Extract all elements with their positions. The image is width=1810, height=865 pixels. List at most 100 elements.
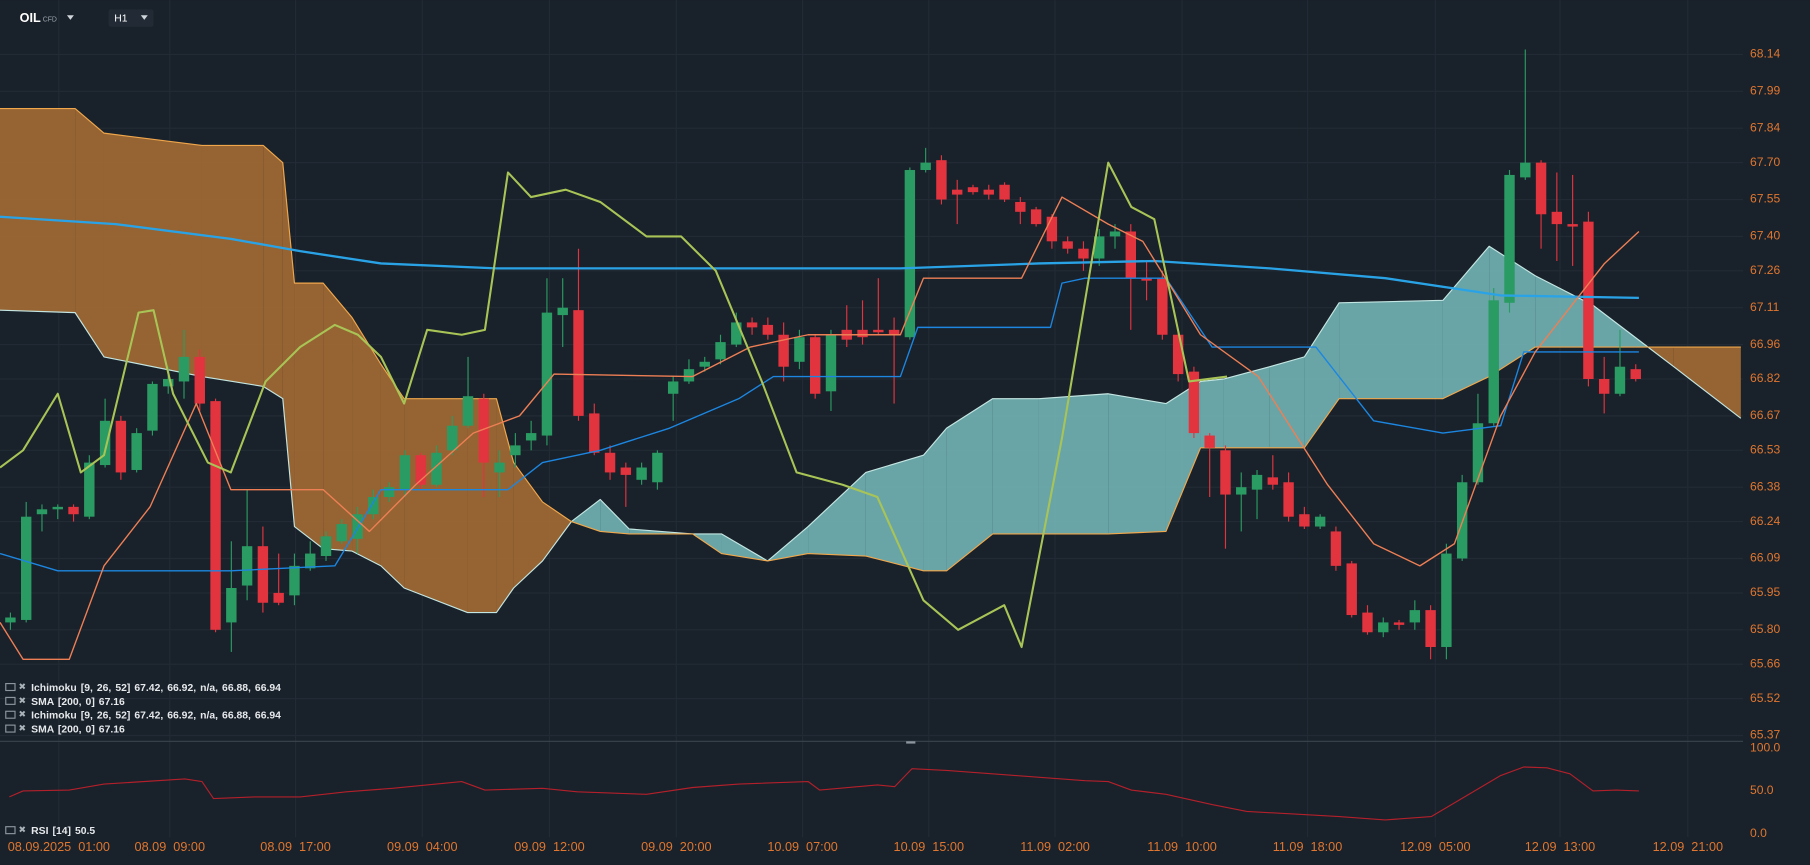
candle-body: [525, 433, 537, 441]
candle-body: [320, 536, 332, 557]
candle-body: [778, 334, 789, 367]
cloud-segment: [923, 428, 947, 571]
candle-body: [636, 467, 647, 480]
legend-icon[interactable]: [5, 826, 16, 835]
candle-body: [1378, 622, 1389, 633]
legend-label: SMA [200, 0] 67.16: [31, 724, 125, 735]
candle-body: [652, 452, 663, 483]
legend-icon[interactable]: [5, 682, 16, 692]
x-tick-label: 08.09.2025 01:00: [8, 840, 110, 854]
y-tick-label: 67.55: [1750, 192, 1781, 206]
candle-body: [1330, 531, 1342, 566]
candle-body: [1409, 610, 1421, 623]
cloud-segment: [263, 145, 283, 399]
symbol-dropdown[interactable]: [66, 15, 74, 20]
candle-body: [1030, 209, 1042, 225]
y-tick-label: 65.66: [1750, 656, 1781, 670]
candle-body: [1614, 366, 1626, 394]
candle-body: [715, 342, 726, 360]
candle-body: [1109, 231, 1121, 237]
cloud-segment: [865, 455, 924, 571]
timeframe-dropdown[interactable]: [140, 15, 148, 20]
rsi-line: [9, 766, 1639, 821]
y-tick-label: 66.09: [1750, 551, 1781, 565]
candle-body: [667, 381, 679, 394]
candle-body: [1078, 248, 1089, 259]
candle-body: [1472, 423, 1484, 483]
y-tick-label: 67.11: [1750, 300, 1780, 314]
symbol[interactable]: OIL: [20, 11, 41, 25]
x-tick-label: 12.09 13:00: [1525, 840, 1596, 854]
x-tick-label: 10.09 07:00: [767, 840, 838, 854]
cloud-segment: [0, 108, 76, 313]
cloud-segment: [1304, 302, 1340, 448]
y-tick-label: 67.99: [1750, 84, 1781, 98]
timeframe[interactable]: H1: [114, 13, 127, 24]
timeframe-button[interactable]: [108, 9, 154, 27]
legend-close[interactable]: ✖: [18, 709, 26, 719]
candle-body: [888, 329, 900, 335]
candle-body: [1425, 610, 1436, 648]
cloud-segment: [1489, 246, 1536, 377]
legend-label: Ichimoku [9, 26, 52] 67.42, 66.92, n/a, …: [31, 683, 281, 694]
y-tick-label: 65.52: [1750, 691, 1781, 705]
legend-close[interactable]: ✖: [18, 695, 26, 705]
candle-body: [1583, 221, 1594, 380]
indicator-line: [0, 196, 1640, 660]
cloud-segment: [467, 398, 497, 613]
candle-body: [873, 329, 884, 333]
indicator-line: [0, 215, 1639, 300]
candle-body: [352, 514, 363, 539]
candle-body: [904, 170, 916, 338]
instrument-type: CFD: [43, 17, 57, 24]
x-tick-label: 09.09 12:00: [514, 840, 585, 854]
legend-close[interactable]: ✖: [18, 681, 26, 691]
legend-icon[interactable]: [5, 710, 16, 719]
cloud-segment: [1223, 366, 1270, 448]
candle-body: [620, 467, 632, 475]
cloud-segment: [1339, 300, 1443, 399]
legend-icon[interactable]: [5, 724, 16, 733]
candle-body: [1551, 211, 1563, 225]
candle-body: [1236, 487, 1247, 495]
candle-body: [1204, 435, 1215, 448]
y-tick-label: 68.14: [1750, 47, 1781, 61]
candle-body: [510, 445, 521, 456]
legend-icon[interactable]: [5, 696, 16, 705]
x-tick-label: 10.09 15:00: [894, 840, 965, 854]
candle-body: [68, 506, 79, 515]
candle-body: [257, 546, 269, 603]
indicator-legend: ✖ Ichimoku [9, 26, 52] 67.42, 66.92, n/a…: [0, 681, 1744, 837]
pane-resize-handle[interactable]: [906, 741, 916, 744]
y-tick-label: 66.96: [1750, 337, 1781, 351]
candle-body: [1220, 450, 1231, 495]
candle-body: [415, 455, 426, 485]
cloud-segment: [323, 283, 353, 552]
senkou-span-b: [0, 107, 1741, 572]
candle-body: [431, 452, 442, 485]
candle-body: [983, 189, 994, 195]
x-tick-label: 09.09 20:00: [641, 840, 712, 854]
candle-body: [1520, 162, 1531, 178]
candle-body: [857, 329, 868, 338]
cloud-segment: [1442, 246, 1490, 399]
y-tick-label: 67.40: [1750, 229, 1781, 243]
candle-body: [178, 356, 190, 382]
candle-body: [462, 396, 474, 426]
candle-body: [478, 398, 490, 463]
legend-close[interactable]: ✖: [18, 825, 26, 835]
y-tick-label: 66.53: [1750, 443, 1781, 457]
cloud-segment: [103, 133, 202, 377]
candle-body: [52, 506, 63, 510]
candle-body: [1441, 553, 1452, 648]
x-tick-label: 11.09 18:00: [1273, 840, 1343, 854]
legend-close[interactable]: ✖: [18, 723, 26, 733]
cloud-segment: [1535, 275, 1593, 348]
candle-body: [210, 401, 221, 630]
indicator-line: [0, 161, 1228, 649]
candle-body: [999, 184, 1010, 200]
candle-body: [305, 553, 316, 569]
cloud-segment: [513, 462, 543, 588]
x-tick-label: 11.09 10:00: [1147, 840, 1217, 854]
